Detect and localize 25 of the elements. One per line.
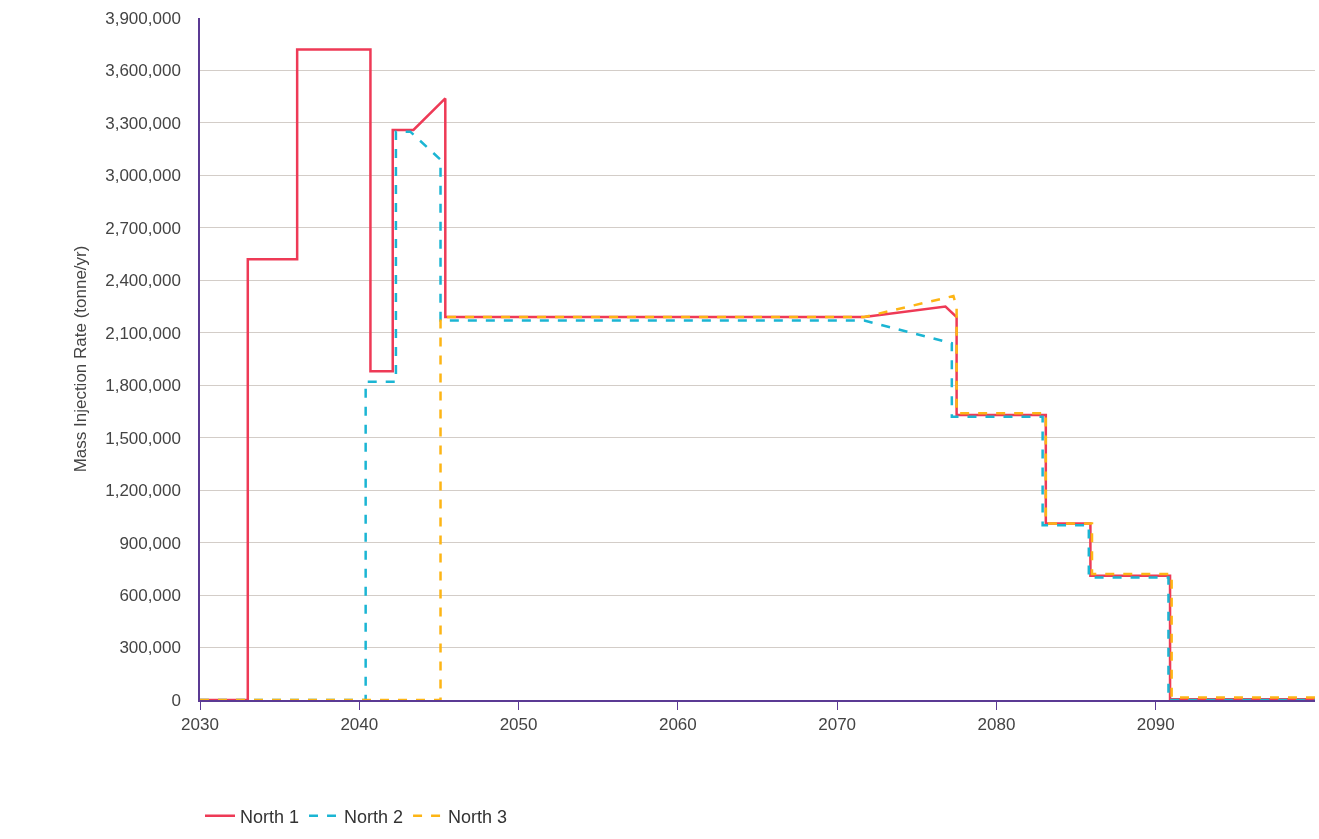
y-axis-title: Mass Injection Rate (tonne/yr) bbox=[71, 245, 91, 473]
y-tick-label: 1,200,000 bbox=[105, 481, 181, 501]
y-tick-label: 3,000,000 bbox=[105, 166, 181, 186]
y-tick-label: 1,500,000 bbox=[105, 428, 181, 448]
x-tick-label: 2030 bbox=[181, 715, 219, 735]
y-tick-label: 3,600,000 bbox=[105, 61, 181, 81]
y-tick-label: 3,300,000 bbox=[105, 113, 181, 133]
x-tick-label: 2060 bbox=[658, 715, 697, 735]
y-tick-label: 1,800,000 bbox=[105, 376, 181, 396]
y-tick-label: 900,000 bbox=[119, 533, 181, 553]
y-tick-label: 2,400,000 bbox=[105, 271, 181, 291]
x-tick-label: 2050 bbox=[499, 715, 538, 735]
y-tick-label: 600,000 bbox=[119, 586, 181, 606]
legend-label: North 3 bbox=[448, 806, 508, 827]
y-tick-label: 300,000 bbox=[119, 638, 181, 658]
legend-label: North 1 bbox=[240, 806, 300, 827]
legend-label: North 2 bbox=[344, 806, 404, 827]
y-tick-label: 0 bbox=[171, 690, 181, 710]
x-tick-label: 2090 bbox=[1136, 715, 1175, 735]
y-tick-label: 3,900,000 bbox=[105, 8, 181, 28]
y-tick-label: 2,700,000 bbox=[105, 218, 181, 238]
x-tick-label: 2040 bbox=[340, 715, 379, 735]
y-tick-label: 2,100,000 bbox=[105, 323, 181, 343]
x-tick-label: 2080 bbox=[977, 715, 1016, 735]
x-tick-label: 2070 bbox=[818, 715, 857, 735]
